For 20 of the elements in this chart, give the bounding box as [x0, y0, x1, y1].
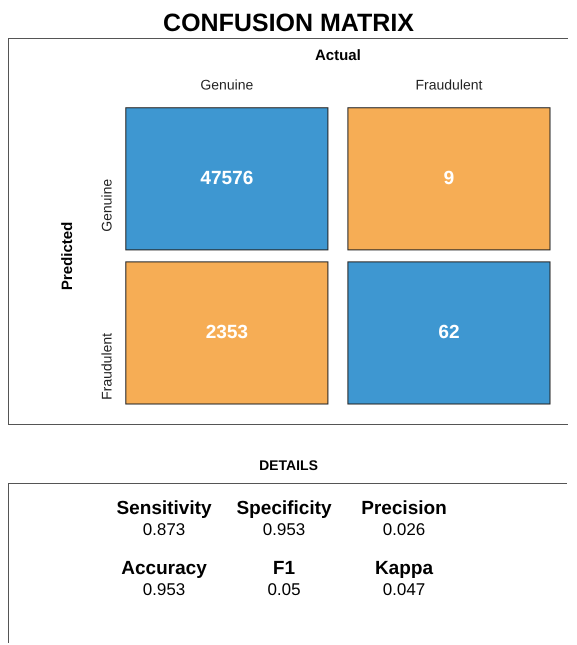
text: 0.026 [382, 520, 426, 540]
text: Specificity [235, 498, 333, 520]
text: Sensitivity [115, 498, 213, 520]
data-label: 9 [444, 168, 454, 190]
x-axis-title: Actual [314, 47, 361, 64]
text: 0.047 [382, 580, 426, 600]
text: DETAILS [258, 457, 319, 473]
chart-title: CONFUSION MATRIX [162, 8, 415, 38]
text: Kappa [374, 558, 434, 580]
text: Accuracy [120, 558, 208, 580]
text: 0.873 [142, 520, 186, 540]
text: 0.05 [266, 580, 302, 600]
text: F1 [272, 558, 296, 580]
text: Precision [360, 498, 448, 520]
y-axis-title: Predicted [59, 222, 76, 290]
data-label: 62 [438, 322, 460, 344]
data-label: 47576 [200, 168, 254, 190]
data-label: 2353 [206, 322, 248, 344]
text: 0.953 [142, 580, 186, 600]
text: 0.953 [262, 520, 306, 540]
